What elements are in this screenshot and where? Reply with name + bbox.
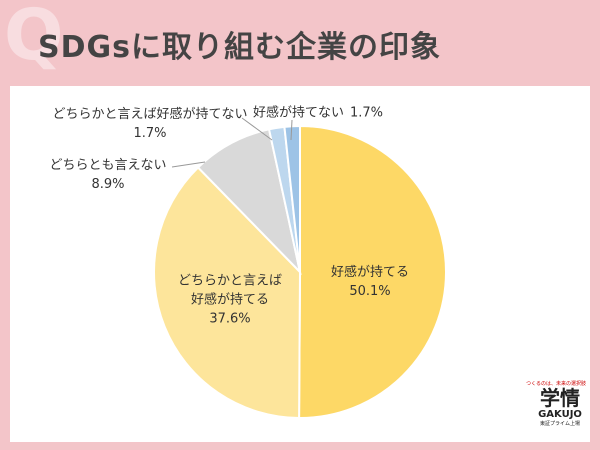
category-label: 好感が持てる xyxy=(330,265,410,280)
logo-name: 学情 xyxy=(540,386,580,410)
logo-note: 東証プライム上場 xyxy=(540,421,580,427)
logo: つくるのは、未来の選択肢 学情 GAKUJO 東証プライム上場 xyxy=(526,380,592,427)
value-label: 50.1% xyxy=(349,284,391,299)
slice-label: 好感が持てない 1.7% xyxy=(253,104,383,123)
value-label: 1.7% xyxy=(133,126,167,141)
category-label: 好感が持てない xyxy=(252,105,344,121)
chart-title: SDGsに取り組む企業の印象 xyxy=(38,30,441,65)
value-label: 1.7% xyxy=(349,105,384,121)
pie-slice xyxy=(298,124,448,419)
category-label: どちらかと言えば好感が持てる xyxy=(177,273,282,308)
leader-line xyxy=(241,117,273,141)
category-label: どちらかと言えば好感が持てない xyxy=(52,107,248,122)
logo-tagline: つくるのは、未来の選択肢 xyxy=(526,381,586,387)
pie-slice xyxy=(196,128,302,276)
value-label: 8.9% xyxy=(91,177,125,192)
slice-label: 好感が持てる 50.1% xyxy=(331,263,409,301)
category-label: どちらとも言えない xyxy=(49,158,167,173)
value-label: 37.6% xyxy=(209,311,251,327)
slice-label: どちらかと言えば好感が持てる 37.6% xyxy=(174,272,286,329)
slice-label: どちらかと言えば好感が持てない 1.7% xyxy=(52,105,247,143)
slice-label: どちらとも言えない 8.9% xyxy=(49,156,166,194)
pie-slice xyxy=(153,166,302,420)
title-mark: Q xyxy=(4,0,64,76)
logo-romaji: GAKUJO xyxy=(538,409,582,420)
leader-line xyxy=(290,119,293,141)
pie-slice xyxy=(283,124,301,273)
leader-line xyxy=(171,161,206,168)
